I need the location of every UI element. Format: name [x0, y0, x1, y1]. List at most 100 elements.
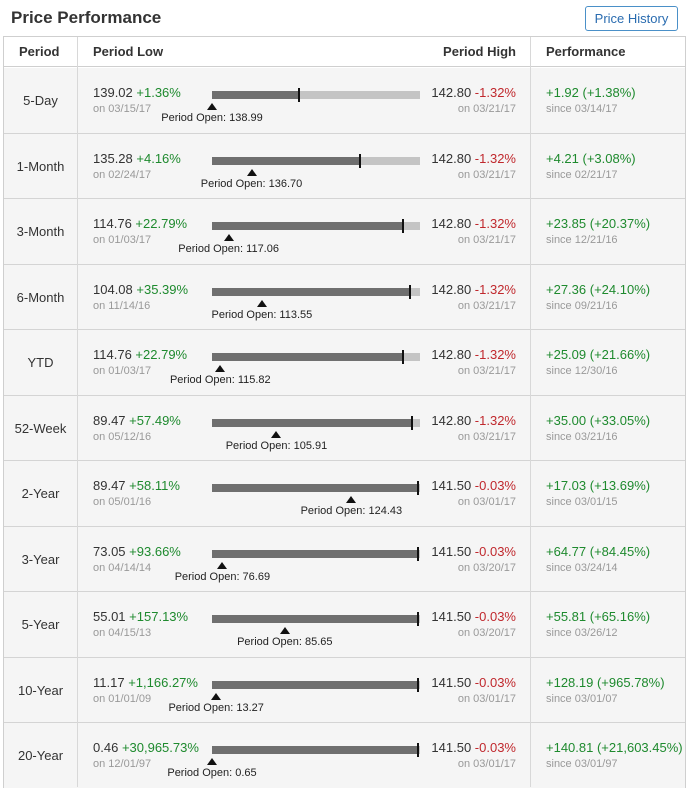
- current-price-marker: [416, 546, 419, 561]
- performance-value: +27.36 (+24.10%): [546, 281, 651, 297]
- period-low-change: +1,166.27%: [128, 674, 198, 690]
- period-low-change: +30,965.73%: [121, 740, 199, 755]
- price-performance-table: Period Period Low Period High Performanc…: [3, 36, 686, 788]
- performance-since: since 12/21/16: [546, 234, 618, 246]
- performance-since: since 03/14/17: [546, 103, 618, 115]
- period-low: 114.76 +22.79%: [93, 216, 187, 231]
- current-price-marker: [402, 219, 405, 233]
- performance-since: since 09/21/16: [546, 299, 618, 312]
- table-row: 10-Year 11.17 +1,166.27% on 01/01/09 Period…: [4, 657, 685, 723]
- period-high-value: 142.80: [431, 412, 472, 428]
- period-high-change: -1.32%: [474, 347, 516, 362]
- period-open-label: Period Open: 13.27: [168, 701, 264, 714]
- performance-since: since 03/01/07: [546, 692, 618, 705]
- range-bar: [212, 612, 420, 626]
- period-open-label: Period Open: 117.06: [178, 243, 279, 255]
- period-high-change: -0.03%: [474, 478, 516, 493]
- period-low-value: 0.46: [93, 740, 119, 755]
- period-high: 141.50 -0.03%: [431, 609, 516, 624]
- range-bar-fill: [212, 549, 418, 558]
- period-low-value: 55.01: [93, 609, 126, 624]
- period-open-marker-icon: [279, 627, 290, 634]
- period-high: 141.50 -0.03%: [431, 740, 516, 755]
- range-bar: [212, 677, 420, 692]
- period-high-date: on 03/21/17: [457, 299, 516, 312]
- period-low-change: +35.39%: [136, 281, 189, 297]
- price-history-button[interactable]: Price History: [585, 6, 678, 31]
- period-open-label: Period Open: 113.55: [211, 308, 313, 321]
- performance-value: +55.81 (+65.16%): [546, 609, 651, 624]
- period-high-change: -1.32%: [474, 412, 516, 428]
- range-bar: [212, 219, 420, 233]
- period-high-date: on 03/01/17: [457, 758, 516, 770]
- period-high-value: 141.50: [431, 609, 472, 624]
- period-high-change: -0.03%: [474, 674, 516, 690]
- period-high-value: 142.80: [431, 347, 472, 362]
- period-open-label: Period Open: 136.70: [200, 177, 303, 190]
- period-high: 141.50 -0.03%: [431, 544, 516, 559]
- period-high-value: 141.50: [431, 674, 472, 690]
- range-bar-fill: [212, 484, 418, 492]
- current-price-marker: [416, 743, 419, 757]
- column-divider: [530, 37, 531, 787]
- current-price-marker: [298, 88, 301, 102]
- col-period-low: Period Low: [93, 44, 164, 59]
- table-row: 6-Month 104.08 +35.39% on 11/14/16 Period O…: [4, 264, 685, 330]
- table-row: 52-Week 89.47 +57.49% on 05/12/16 Period Op…: [4, 395, 685, 461]
- period-open-marker-icon: [217, 561, 228, 569]
- performance-value: +64.77 (+84.45%): [546, 543, 651, 559]
- period-label: 6-Month: [16, 289, 65, 305]
- period-low: 114.76 +22.79%: [93, 347, 187, 362]
- range-bar: [212, 350, 420, 364]
- period-low-change: +157.13%: [129, 609, 189, 624]
- period-high: 141.50 -0.03%: [431, 675, 516, 690]
- current-price-marker: [408, 284, 411, 299]
- period-high-change: -1.32%: [474, 150, 516, 166]
- period-low: 104.08 +35.39%: [93, 282, 188, 297]
- performance-value: +140.81 (+21,603.45%): [546, 740, 683, 755]
- period-low-value: 11.17: [93, 674, 125, 690]
- performance-value: +25.09 (+21.66%): [546, 347, 651, 362]
- current-price-marker: [416, 481, 419, 495]
- period-high: 142.80 -1.32%: [431, 85, 516, 100]
- period-low-date: on 02/24/17: [93, 168, 152, 181]
- performance-since: since 02/21/17: [546, 168, 618, 181]
- period-low-change: +22.79%: [135, 216, 188, 231]
- period-high: 142.80 -1.32%: [431, 282, 516, 297]
- table-row: 3-Year 73.05 +93.66% on 04/14/14 Period Ope…: [4, 526, 685, 592]
- period-high-date: on 03/21/17: [457, 365, 516, 377]
- period-low-change: +22.79%: [135, 347, 188, 362]
- period-low-value: 114.76: [93, 216, 132, 231]
- range-bar-fill: [212, 418, 412, 427]
- period-open-label: Period Open: 124.43: [300, 505, 403, 517]
- period-low-date: on 04/14/14: [93, 561, 152, 574]
- panel-title: Price Performance: [11, 8, 162, 27]
- performance-value: +1.92 (+1.38%): [546, 85, 636, 100]
- period-low-value: 135.28: [93, 150, 133, 166]
- period-high: 142.80 -1.32%: [431, 216, 516, 231]
- period-label: 5-Year: [21, 617, 60, 632]
- period-low-value: 89.47: [93, 412, 126, 428]
- period-open-marker-icon: [271, 430, 282, 438]
- period-open-label: Period Open: 76.69: [174, 570, 271, 583]
- period-low-date: on 01/01/09: [93, 692, 152, 705]
- period-open-marker-icon: [346, 496, 357, 503]
- range-bar-fill: [212, 746, 418, 754]
- period-high-value: 141.50: [431, 543, 472, 559]
- period-high: 141.50 -0.03%: [431, 478, 516, 493]
- period-high-date: on 03/21/17: [457, 430, 516, 443]
- col-performance: Performance: [546, 44, 626, 59]
- period-low-date: on 12/01/97: [93, 758, 152, 770]
- period-high-change: -0.03%: [474, 740, 516, 755]
- period-low-value: 139.02: [93, 85, 133, 100]
- period-open-marker-icon: [215, 365, 226, 372]
- current-price-marker: [416, 677, 419, 692]
- table-row: 2-Year 89.47 +58.11% on 05/01/16 Period Ope…: [4, 461, 685, 527]
- period-high-change: -1.32%: [474, 281, 516, 297]
- period-label: 20-Year: [17, 748, 64, 763]
- performance-since: since 03/21/16: [546, 430, 618, 443]
- period-high: 142.80 -1.32%: [431, 347, 516, 362]
- current-price-marker: [410, 415, 413, 430]
- panel-header: Price Performance Price History: [0, 0, 686, 36]
- period-low: 0.46 +30,965.73%: [93, 740, 199, 755]
